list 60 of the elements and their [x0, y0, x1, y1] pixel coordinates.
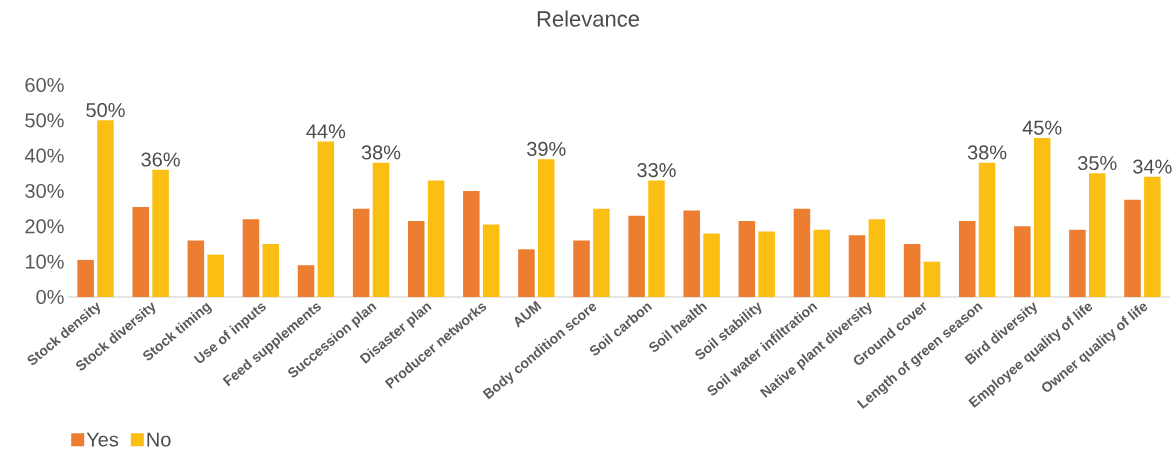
y-tick-label: 0% — [36, 289, 64, 305]
bar — [1069, 229, 1086, 297]
bar — [132, 206, 150, 297]
bar — [1014, 226, 1031, 297]
data-label: 39% — [527, 141, 566, 156]
bar — [703, 233, 720, 297]
legend-label: Yes — [86, 432, 119, 447]
bar — [427, 180, 445, 297]
bar — [1088, 173, 1106, 297]
bar — [317, 141, 335, 297]
bar — [352, 208, 370, 297]
bar — [738, 221, 756, 297]
bar — [407, 221, 425, 297]
data-label: 45% — [1022, 120, 1062, 135]
bar — [77, 259, 94, 297]
data-label: 36% — [141, 152, 180, 167]
bar — [518, 249, 535, 297]
bar — [628, 215, 645, 297]
bar — [958, 221, 976, 297]
data-label: 33% — [637, 163, 676, 178]
bar — [372, 162, 390, 297]
bar — [1033, 137, 1051, 297]
bar — [538, 159, 555, 297]
data-label: 38% — [967, 145, 1007, 160]
bar — [758, 231, 775, 297]
bar — [297, 265, 315, 297]
bar — [1124, 199, 1141, 297]
bar — [978, 162, 996, 297]
legend-label: No — [147, 432, 171, 447]
bar — [648, 180, 665, 297]
bar — [923, 261, 941, 297]
bar — [262, 243, 280, 297]
bar — [593, 208, 610, 297]
bar — [482, 224, 500, 297]
bar — [573, 240, 590, 297]
y-tick-label: 40% — [24, 148, 64, 163]
bar — [903, 243, 921, 297]
bar — [683, 210, 700, 297]
bar — [793, 208, 811, 297]
y-tick-label: 30% — [25, 183, 64, 199]
bar — [463, 190, 480, 297]
y-tick-label: 50% — [25, 113, 64, 128]
data-label: 34% — [1133, 159, 1172, 174]
bar — [848, 235, 866, 297]
bar — [813, 229, 831, 297]
data-label: 44% — [306, 124, 346, 139]
data-label: 50% — [86, 102, 125, 118]
bar — [187, 240, 205, 297]
bar — [152, 169, 169, 297]
bar — [207, 254, 224, 297]
bar — [868, 219, 886, 297]
data-label: 38% — [361, 145, 401, 160]
y-tick-label: 10% — [25, 254, 64, 269]
bar — [97, 120, 114, 297]
y-tick-label: 20% — [25, 219, 64, 234]
bar — [1144, 176, 1161, 297]
data-label: 35% — [1078, 155, 1117, 171]
chart-title: Relevance — [537, 10, 639, 27]
bar — [242, 219, 260, 297]
y-tick-label: 60% — [25, 77, 64, 93]
